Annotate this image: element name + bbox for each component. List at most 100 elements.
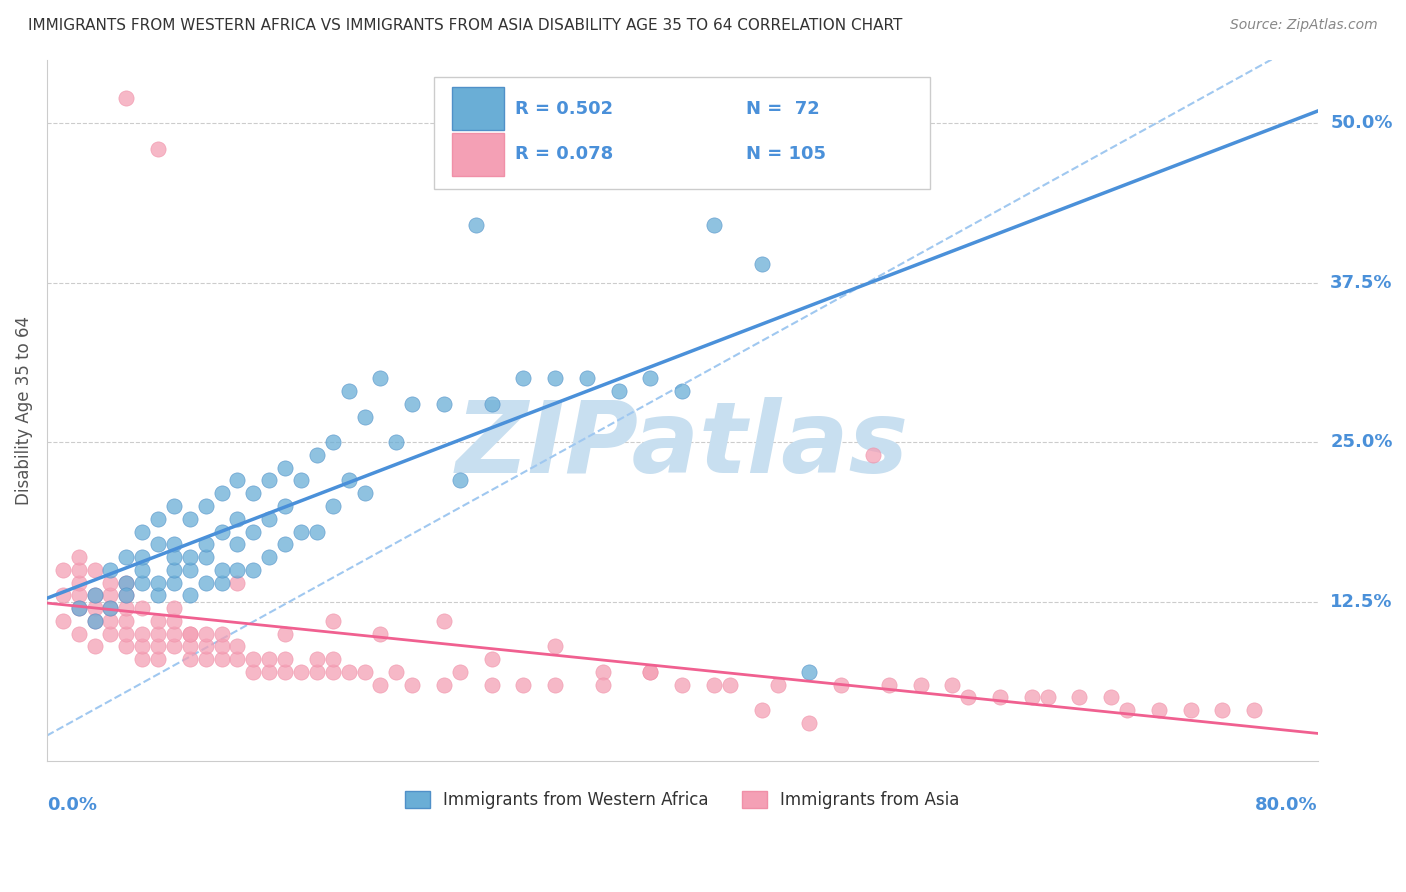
Point: [640, 371, 662, 385]
Point: [1243, 703, 1265, 717]
Point: [83, 601, 105, 615]
Point: [131, 524, 153, 539]
Text: 50.0%: 50.0%: [1330, 114, 1393, 132]
Point: [131, 601, 153, 615]
Point: [274, 460, 297, 475]
Text: IMMIGRANTS FROM WESTERN AFRICA VS IMMIGRANTS FROM ASIA DISABILITY AGE 35 TO 64 C: IMMIGRANTS FROM WESTERN AFRICA VS IMMIGR…: [28, 18, 903, 33]
Point: [100, 614, 122, 628]
Point: [52, 588, 75, 602]
Point: [100, 601, 122, 615]
Point: [353, 486, 375, 500]
Point: [322, 435, 344, 450]
Text: 12.5%: 12.5%: [1330, 592, 1393, 611]
Point: [481, 652, 503, 666]
Point: [179, 563, 201, 577]
Point: [163, 499, 186, 513]
Point: [131, 626, 153, 640]
Point: [194, 626, 217, 640]
Point: [211, 486, 233, 500]
Point: [274, 626, 297, 640]
Text: 0.0%: 0.0%: [46, 797, 97, 814]
Point: [52, 563, 75, 577]
Point: [67, 575, 90, 590]
Point: [1211, 703, 1233, 717]
Point: [941, 677, 963, 691]
Point: [67, 601, 90, 615]
Point: [259, 512, 281, 526]
Point: [131, 563, 153, 577]
Point: [592, 677, 614, 691]
Point: [718, 677, 741, 691]
Point: [242, 486, 264, 500]
Point: [1147, 703, 1170, 717]
Point: [100, 588, 122, 602]
Point: [100, 626, 122, 640]
Point: [274, 652, 297, 666]
Point: [226, 652, 249, 666]
Point: [592, 665, 614, 679]
Point: [449, 665, 471, 679]
Point: [83, 614, 105, 628]
Point: [163, 626, 186, 640]
Point: [877, 677, 900, 691]
Point: [337, 384, 360, 399]
Point: [83, 640, 105, 654]
Point: [305, 524, 328, 539]
Point: [146, 640, 169, 654]
Point: [751, 703, 773, 717]
Point: [179, 588, 201, 602]
Point: [194, 640, 217, 654]
Point: [83, 563, 105, 577]
Point: [67, 601, 90, 615]
Point: [799, 715, 821, 730]
Point: [370, 371, 392, 385]
Point: [131, 549, 153, 564]
Point: [100, 601, 122, 615]
Point: [353, 665, 375, 679]
Point: [179, 640, 201, 654]
Point: [512, 677, 534, 691]
Point: [163, 537, 186, 551]
Y-axis label: Disability Age 35 to 64: Disability Age 35 to 64: [15, 316, 32, 505]
Text: 37.5%: 37.5%: [1330, 274, 1393, 292]
Point: [259, 665, 281, 679]
Point: [1021, 690, 1043, 705]
Point: [242, 652, 264, 666]
Point: [146, 575, 169, 590]
Point: [146, 512, 169, 526]
Point: [115, 588, 138, 602]
Point: [274, 499, 297, 513]
Point: [100, 563, 122, 577]
Point: [242, 524, 264, 539]
Point: [163, 563, 186, 577]
Point: [194, 549, 217, 564]
Point: [1069, 690, 1091, 705]
Point: [401, 397, 423, 411]
Point: [52, 614, 75, 628]
Point: [353, 409, 375, 424]
Point: [512, 371, 534, 385]
Point: [67, 549, 90, 564]
Point: [671, 384, 693, 399]
Point: [575, 371, 598, 385]
Point: [115, 588, 138, 602]
Point: [115, 614, 138, 628]
Point: [481, 677, 503, 691]
Text: R = 0.078: R = 0.078: [515, 145, 613, 163]
Point: [211, 640, 233, 654]
Point: [146, 626, 169, 640]
Point: [115, 575, 138, 590]
Point: [163, 601, 186, 615]
Point: [481, 397, 503, 411]
Point: [799, 665, 821, 679]
Point: [1180, 703, 1202, 717]
Point: [1036, 690, 1059, 705]
Point: [194, 537, 217, 551]
Point: [290, 524, 312, 539]
Point: [115, 601, 138, 615]
Point: [83, 614, 105, 628]
Point: [957, 690, 980, 705]
Point: [449, 474, 471, 488]
Point: [751, 257, 773, 271]
Point: [226, 474, 249, 488]
